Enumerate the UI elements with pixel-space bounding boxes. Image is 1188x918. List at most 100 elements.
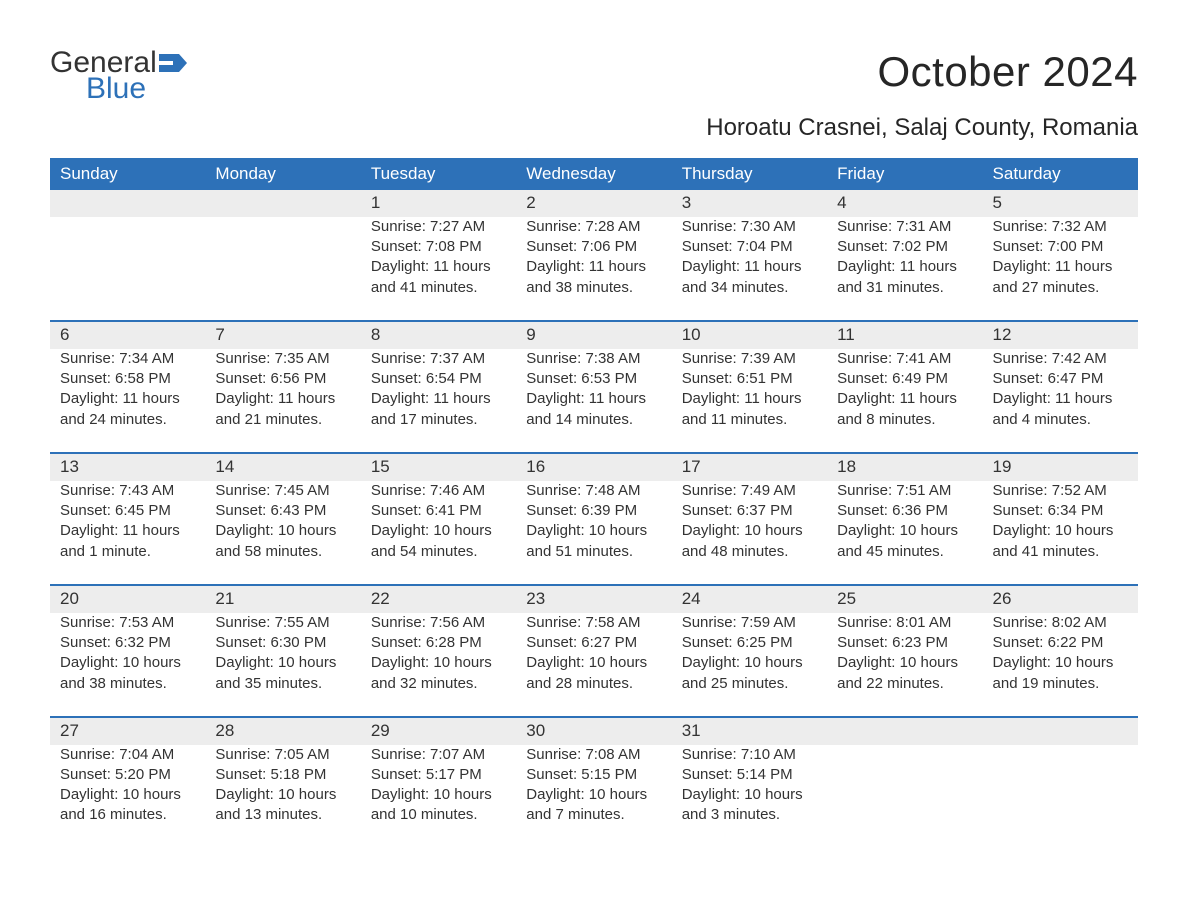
daylight-text: Daylight: 11 hours and 17 minutes. <box>371 390 491 427</box>
sunrise-text: Sunrise: 7:10 AM <box>682 746 796 763</box>
sunrise-text: Sunrise: 7:30 AM <box>682 218 796 235</box>
day-content-cell: Sunrise: 7:53 AMSunset: 6:32 PMDaylight:… <box>50 613 205 717</box>
day-number-cell: 1 <box>361 190 516 217</box>
sunrise-text: Sunrise: 7:51 AM <box>837 482 951 499</box>
day-content-cell: Sunrise: 7:58 AMSunset: 6:27 PMDaylight:… <box>516 613 671 717</box>
day-number-cell: 5 <box>983 190 1138 217</box>
daylight-text: Daylight: 10 hours and 35 minutes. <box>215 654 336 691</box>
sunset-text: Sunset: 5:20 PM <box>60 766 171 783</box>
day-number-cell: 7 <box>205 321 360 349</box>
day-number-cell: 15 <box>361 453 516 481</box>
sunrise-text: Sunrise: 7:37 AM <box>371 350 485 367</box>
calendar-table: SundayMondayTuesdayWednesdayThursdayFrid… <box>50 158 1138 848</box>
sunset-text: Sunset: 6:39 PM <box>526 502 637 519</box>
sunrise-text: Sunrise: 7:28 AM <box>526 218 640 235</box>
day-number-cell: 22 <box>361 585 516 613</box>
daylight-text: Daylight: 10 hours and 10 minutes. <box>371 786 492 823</box>
sunset-text: Sunset: 6:54 PM <box>371 370 482 387</box>
sunrise-text: Sunrise: 7:41 AM <box>837 350 951 367</box>
location: Horoatu Crasnei, Salaj County, Romania <box>706 114 1138 142</box>
daylight-text: Daylight: 10 hours and 58 minutes. <box>215 522 336 559</box>
sunset-text: Sunset: 5:15 PM <box>526 766 637 783</box>
day-number-cell: 25 <box>827 585 982 613</box>
sunrise-text: Sunrise: 7:31 AM <box>837 218 951 235</box>
sunset-text: Sunset: 6:34 PM <box>993 502 1104 519</box>
sunset-text: Sunset: 6:30 PM <box>215 634 326 651</box>
day-content-cell: Sunrise: 7:28 AMSunset: 7:06 PMDaylight:… <box>516 217 671 321</box>
day-content-cell: Sunrise: 8:02 AMSunset: 6:22 PMDaylight:… <box>983 613 1138 717</box>
sunset-text: Sunset: 7:00 PM <box>993 238 1104 255</box>
daylight-text: Daylight: 10 hours and 7 minutes. <box>526 786 647 823</box>
calendar-body: 12345Sunrise: 7:27 AMSunset: 7:08 PMDayl… <box>50 190 1138 848</box>
sunset-text: Sunset: 7:04 PM <box>682 238 793 255</box>
day-content-cell: Sunrise: 7:04 AMSunset: 5:20 PMDaylight:… <box>50 745 205 848</box>
sunset-text: Sunset: 6:23 PM <box>837 634 948 651</box>
sunset-text: Sunset: 5:18 PM <box>215 766 326 783</box>
day-number-cell: 21 <box>205 585 360 613</box>
daylight-text: Daylight: 10 hours and 3 minutes. <box>682 786 803 823</box>
day-number-cell: 10 <box>672 321 827 349</box>
day-content-cell: Sunrise: 7:59 AMSunset: 6:25 PMDaylight:… <box>672 613 827 717</box>
sunset-text: Sunset: 7:06 PM <box>526 238 637 255</box>
day-number-cell: 20 <box>50 585 205 613</box>
daylight-text: Daylight: 11 hours and 31 minutes. <box>837 258 957 295</box>
day-number-cell: 2 <box>516 190 671 217</box>
weekday-header: Thursday <box>672 158 827 190</box>
day-content-cell: Sunrise: 7:46 AMSunset: 6:41 PMDaylight:… <box>361 481 516 585</box>
day-content-cell: Sunrise: 7:30 AMSunset: 7:04 PMDaylight:… <box>672 217 827 321</box>
daylight-text: Daylight: 11 hours and 11 minutes. <box>682 390 802 427</box>
day-content-cell: Sunrise: 7:35 AM Sunset: 6:56 PM Daylight:… <box>205 349 360 453</box>
sunset-text: Sunset: 6:56 PM <box>215 370 326 387</box>
day-number-cell: 8 <box>361 321 516 349</box>
day-content-cell <box>50 217 205 321</box>
day-number-cell: 26 <box>983 585 1138 613</box>
sunrise-text: Sunrise: 7:04 AM <box>60 746 174 763</box>
logo: General Blue <box>50 48 187 104</box>
day-content-cell <box>983 745 1138 848</box>
sunset-text: Sunset: 6:25 PM <box>682 634 793 651</box>
sunrise-text: Sunrise: 7:38 AM <box>526 350 640 367</box>
sunrise-text: Sunrise: 7:56 AM <box>371 614 485 631</box>
sunrise-text: Sunrise: 7:32 AM <box>993 218 1107 235</box>
daylight-text: Daylight: 11 hours and 21 minutes. <box>215 390 335 427</box>
day-number-cell: 16 <box>516 453 671 481</box>
day-number-cell: 23 <box>516 585 671 613</box>
day-content-cell: Sunrise: 7:48 AMSunset: 6:39 PMDaylight:… <box>516 481 671 585</box>
sunset-text: Sunset: 6:43 PM <box>215 502 326 519</box>
daylight-text: Daylight: 10 hours and 32 minutes. <box>371 654 492 691</box>
sunrise-text: Sunrise: 7:35 AM <box>215 350 329 367</box>
day-number-cell: 19 <box>983 453 1138 481</box>
day-content-cell: Sunrise: 7:49 AMSunset: 6:37 PMDaylight:… <box>672 481 827 585</box>
sunrise-text: Sunrise: 7:49 AM <box>682 482 796 499</box>
day-number-cell: 3 <box>672 190 827 217</box>
daylight-text: Daylight: 11 hours and 41 minutes. <box>371 258 491 295</box>
sunset-text: Sunset: 6:37 PM <box>682 502 793 519</box>
day-content-cell: Sunrise: 7:31 AMSunset: 7:02 PMDaylight:… <box>827 217 982 321</box>
sunrise-text: Sunrise: 7:27 AM <box>371 218 485 235</box>
sunset-text: Sunset: 6:22 PM <box>993 634 1104 651</box>
day-content-cell <box>827 745 982 848</box>
day-content-cell: Sunrise: 7:41 AMSunset: 6:49 PMDaylight:… <box>827 349 982 453</box>
daylight-text: Daylight: 10 hours and 22 minutes. <box>837 654 958 691</box>
daylight-text: Daylight: 11 hours and 24 minutes. <box>60 390 180 427</box>
day-number-cell: 13 <box>50 453 205 481</box>
title-block: October 2024 Horoatu Crasnei, Salaj Coun… <box>706 48 1138 152</box>
sunrise-text: Sunrise: 7:59 AM <box>682 614 796 631</box>
day-number-cell: 24 <box>672 585 827 613</box>
sunrise-text: Sunrise: 7:07 AM <box>371 746 485 763</box>
sunrise-text: Sunrise: 7:58 AM <box>526 614 640 631</box>
day-number-cell: 11 <box>827 321 982 349</box>
logo-text-bottom: Blue <box>50 74 187 104</box>
day-content-cell: Sunrise: 8:01 AMSunset: 6:23 PMDaylight:… <box>827 613 982 717</box>
day-content-cell: Sunrise: 7:38 AMSunset: 6:53 PMDaylight:… <box>516 349 671 453</box>
daylight-text: Daylight: 10 hours and 54 minutes. <box>371 522 492 559</box>
sunset-text: Sunset: 6:58 PM <box>60 370 171 387</box>
sunset-text: Sunset: 6:36 PM <box>837 502 948 519</box>
weekday-header: Monday <box>205 158 360 190</box>
sunset-text: Sunset: 7:08 PM <box>371 238 482 255</box>
weekday-header: Wednesday <box>516 158 671 190</box>
sunrise-text: Sunrise: 7:05 AM <box>215 746 329 763</box>
daylight-text: Daylight: 10 hours and 41 minutes. <box>993 522 1114 559</box>
day-content-cell: Sunrise: 7:42 AMSunset: 6:47 PMDaylight:… <box>983 349 1138 453</box>
day-content-cell: Sunrise: 7:52 AMSunset: 6:34 PMDaylight:… <box>983 481 1138 585</box>
